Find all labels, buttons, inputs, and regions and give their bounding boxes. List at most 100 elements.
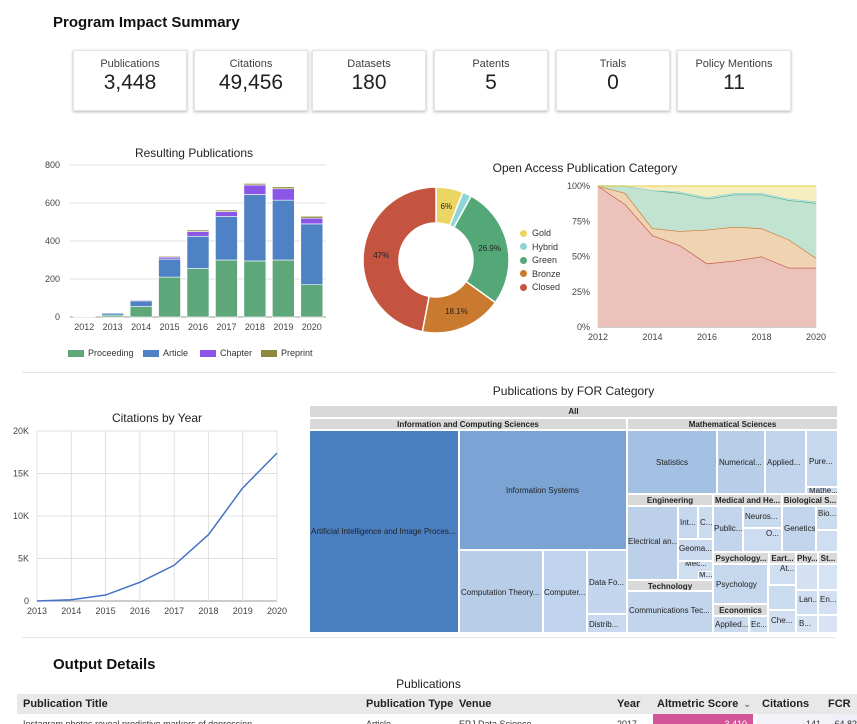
- kpi-label: Trials: [599, 58, 627, 70]
- treemap-cell[interactable]: Communications Tec...: [627, 591, 713, 633]
- x-tick-label: 2018: [751, 332, 771, 342]
- treemap-cell[interactable]: Educ...: [768, 585, 796, 610]
- treemap-cell-label: Genetics: [784, 524, 816, 533]
- for-category-chart-title: Publications by FOR Category: [492, 384, 655, 398]
- treemap-cell[interactable]: Electrical an...: [627, 506, 678, 580]
- y-tick-label: 50%: [572, 252, 590, 262]
- legend-swatch: [520, 229, 527, 237]
- area-band: [598, 186, 816, 327]
- treemap-cell-label: En...: [820, 595, 837, 604]
- treemap-group-header[interactable]: Medical and He...: [713, 494, 782, 506]
- table-header: Publication Title Publication Type Venue…: [17, 694, 857, 714]
- treemap-cell[interactable]: Applied...: [713, 616, 749, 633]
- legend-label: Closed: [532, 282, 561, 292]
- row-altmetric: 3,410: [653, 714, 753, 724]
- treemap-group-header[interactable]: Psychology...: [713, 552, 769, 564]
- treemap-cell[interactable]: C...: [698, 506, 713, 539]
- treemap-group-header[interactable]: St...: [818, 552, 838, 564]
- treemap-cell-label: Applied...: [767, 458, 801, 467]
- y-tick-label: 600: [45, 198, 60, 208]
- treemap-cell-label: At...: [780, 564, 795, 573]
- treemap-cell[interactable]: B...: [796, 615, 818, 633]
- treemap-group-header[interactable]: Eart...: [769, 552, 796, 564]
- publications-chart-title: Resulting Publications: [134, 146, 254, 160]
- treemap-cell-label: Geoma...: [679, 544, 712, 553]
- citations-line: [36, 452, 278, 602]
- treemap-group-header[interactable]: Information and Computing Sciences: [309, 418, 627, 430]
- treemap-cell[interactable]: Applied...: [765, 430, 806, 494]
- treemap-cell[interactable]: Information Systems: [459, 430, 627, 550]
- treemap-cell-label: B...: [799, 619, 812, 628]
- treemap-cell[interactable]: At...: [769, 564, 796, 585]
- treemap-cell-label: C...: [700, 518, 713, 527]
- treemap-cell[interactable]: Psychology: [713, 564, 768, 604]
- treemap-group-header[interactable]: All: [309, 405, 838, 418]
- treemap-cell-label: Mec...: [685, 561, 707, 568]
- treemap-cell[interactable]: Artificial Intelligence and Image Proces…: [309, 430, 459, 633]
- treemap-cell[interactable]: Lan...: [796, 590, 818, 615]
- treemap-cell[interactable]: Numerical...: [717, 430, 765, 494]
- donut-data-label: 47%: [373, 251, 389, 260]
- output-details-title: Output Details: [53, 656, 156, 673]
- treemap-cell[interactable]: Neuros...: [743, 506, 782, 528]
- x-tick-label: 2012: [74, 322, 94, 332]
- page-title: Program Impact Summary: [53, 14, 240, 31]
- column-header-fcr[interactable]: FCR: [828, 698, 851, 710]
- x-tick-label: 2014: [61, 606, 81, 616]
- treemap-cell[interactable]: Public...: [713, 506, 743, 552]
- bar-segment: [215, 209, 238, 212]
- legend-item: Preprint: [261, 348, 313, 358]
- treemap-cell[interactable]: M...: [698, 571, 713, 580]
- treemap-group-header[interactable]: Biological S...: [782, 494, 838, 506]
- treemap-cell[interactable]: Statistics: [627, 430, 717, 494]
- treemap-group-header[interactable]: Mathematical Sciences: [627, 418, 838, 430]
- treemap-cell[interactable]: Data Fo...: [587, 550, 627, 614]
- treemap-cell[interactable]: Mic...: [816, 530, 838, 552]
- treemap-cell[interactable]: Geoma...: [678, 539, 713, 561]
- treemap-cell[interactable]: Computer...: [543, 550, 587, 633]
- table-row[interactable]: Instagram photos reveal predictive marke…: [17, 714, 857, 724]
- treemap-cell-label: Psychology: [716, 580, 757, 589]
- treemap-group-header[interactable]: Technology: [627, 580, 713, 591]
- treemap-cell[interactable]: Bio...: [816, 506, 838, 530]
- treemap-cell[interactable]: L...: [818, 615, 838, 633]
- donut-data-label: 18.1%: [445, 307, 468, 316]
- column-header-title[interactable]: Publication Title: [23, 698, 108, 710]
- treemap-cell[interactable]: Che...: [768, 610, 796, 633]
- treemap-group-header[interactable]: Phy...: [796, 552, 818, 564]
- treemap-cell[interactable]: Genetics: [782, 506, 816, 552]
- column-header-venue[interactable]: Venue: [459, 698, 492, 710]
- treemap-cell-label: Computer...: [544, 588, 586, 597]
- treemap-cell[interactable]: Distrib...: [587, 614, 627, 633]
- treemap-cell[interactable]: O...: [743, 528, 782, 552]
- column-header-type[interactable]: Publication Type: [366, 698, 454, 710]
- column-header-year[interactable]: Year: [617, 698, 641, 710]
- kpi-label: Policy Mentions: [695, 58, 773, 70]
- legend-label: Bronze: [532, 268, 561, 279]
- treemap-cell-label: Communications Tec...: [629, 606, 710, 615]
- legend-item: Article: [143, 348, 188, 358]
- column-header-altmetric[interactable]: Altmetric Score ⌄: [657, 694, 751, 714]
- y-tick-label: 20K: [13, 426, 29, 436]
- row-citations: 141: [757, 714, 833, 724]
- treemap-group-header[interactable]: Economics: [713, 604, 768, 616]
- treemap-cell[interactable]: Computation Theory...: [459, 550, 543, 633]
- treemap-group-header[interactable]: Engineering: [627, 494, 713, 506]
- treemap-cell[interactable]: Ec...: [749, 616, 768, 633]
- treemap-cell[interactable]: Int...: [678, 506, 698, 539]
- kpi-card: Patents 5: [434, 50, 548, 111]
- treemap-cell[interactable]: [818, 564, 838, 590]
- kpi-card: Publications 3,448: [73, 50, 187, 111]
- x-tick-label: 2017: [164, 606, 184, 616]
- treemap-cell[interactable]: Pure...: [806, 430, 838, 487]
- treemap-cell[interactable]: Mathe...: [806, 487, 838, 494]
- treemap-cell[interactable]: [796, 564, 818, 590]
- area-band: [598, 186, 816, 202]
- x-tick-label: 2012: [588, 332, 608, 342]
- legend-swatch: [520, 270, 527, 277]
- column-header-citations[interactable]: Citations: [762, 698, 810, 710]
- treemap-cell[interactable]: En...: [818, 590, 838, 615]
- treemap-cell-label: Statistics: [656, 458, 689, 467]
- treemap-cell-label: Ec...: [751, 620, 768, 629]
